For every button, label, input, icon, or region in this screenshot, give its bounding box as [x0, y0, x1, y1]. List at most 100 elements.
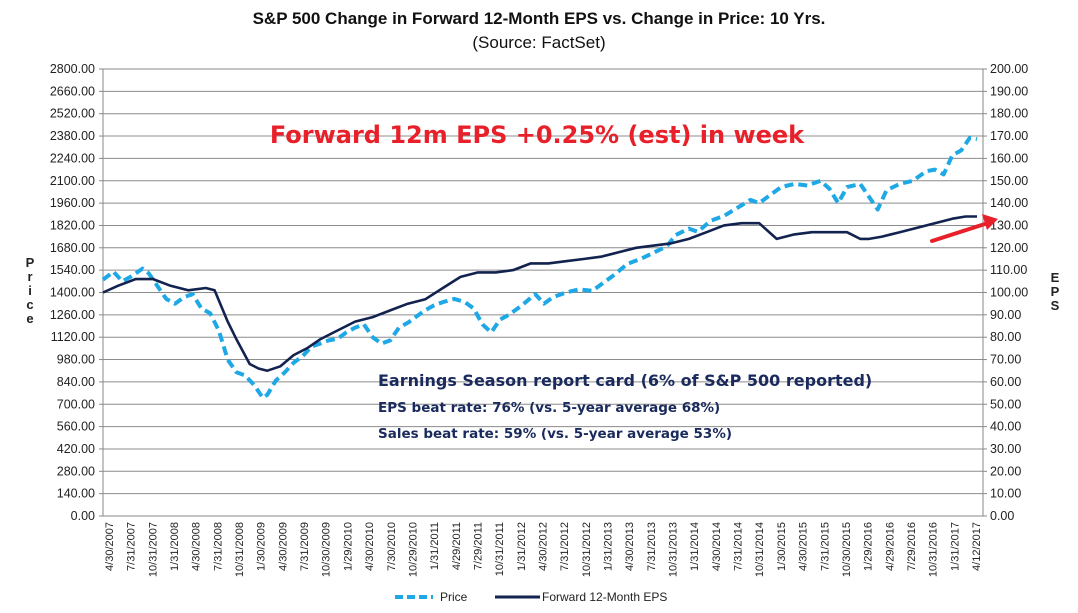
y-right-tick-label: 100.00 [990, 286, 1028, 300]
x-tick-label: 7/31/2015 [819, 522, 831, 571]
x-tick-label: 7/31/2009 [299, 522, 311, 571]
y-left-tick-label: 980.00 [57, 353, 95, 367]
x-tick-label: 10/31/2007 [147, 522, 159, 577]
y-left-tick-label: 140.00 [57, 487, 95, 501]
x-tick-label: 4/30/2014 [711, 522, 723, 571]
y-right-tick-label: 180.00 [990, 107, 1028, 121]
legend-eps-label: Forward 12-Month EPS [542, 590, 667, 604]
x-tick-label: 1/29/2016 [863, 522, 875, 571]
y-axis-right: 0.00 10.00 20.00 30.00 40.00 50.00 60.00 70.00 8… [983, 62, 1028, 523]
y-axis-right-letter: P [1051, 284, 1060, 299]
x-tick-label: 7/31/2007 [126, 522, 138, 571]
x-tick-label: 4/30/2015 [798, 522, 810, 571]
y-right-tick-label: 0.00 [990, 509, 1014, 523]
x-tick-label: 10/29/2010 [407, 522, 419, 577]
y-right-tick-label: 120.00 [990, 241, 1028, 255]
x-tick-label: 1/31/2014 [689, 522, 701, 571]
y-right-tick-label: 130.00 [990, 218, 1028, 232]
y-axis-left-letter: i [28, 283, 32, 298]
eps-series-line [102, 215, 977, 373]
sales-beat-rate: Sales beat rate: 59% (vs. 5-year average… [378, 426, 732, 442]
y-left-tick-label: 1120.00 [51, 330, 95, 344]
y-axis-left-letter: c [26, 297, 33, 312]
legend-price-label: Price [440, 590, 468, 604]
eps-beat-rate: EPS beat rate: 76% (vs. 5-year average 6… [378, 400, 720, 416]
arrow-head [982, 214, 998, 230]
x-tick-label: 4/29/2016 [884, 522, 896, 571]
y-left-tick-label: 2380.00 [50, 129, 95, 143]
y-right-tick-label: 200.00 [990, 62, 1028, 76]
x-tick-label: 1/31/2008 [169, 522, 181, 571]
x-tick-label: 10/31/2008 [234, 522, 246, 577]
y-right-tick-label: 80.00 [990, 330, 1021, 344]
x-tick-label: 10/31/2014 [754, 522, 766, 577]
y-axis-left-letter: r [27, 269, 32, 284]
y-right-tick-label: 190.00 [990, 84, 1028, 98]
y-right-tick-label: 160.00 [990, 151, 1028, 165]
x-tick-label: 1/31/2013 [603, 522, 615, 571]
x-tick-label: 7/31/2012 [559, 522, 571, 571]
y-right-tick-label: 10.00 [990, 487, 1021, 501]
chart-subtitle: (Source: FactSet) [472, 33, 605, 52]
y-left-tick-label: 2800.00 [50, 62, 95, 76]
y-right-tick-label: 20.00 [990, 464, 1021, 478]
red-arrow [930, 214, 998, 243]
y-axis-left-letter: e [26, 311, 33, 326]
x-tick-label: 4/30/2010 [364, 522, 376, 571]
y-left-tick-label: 840.00 [57, 375, 95, 389]
x-axis: 4/30/2007 7/31/2007 10/31/2007 1/31/2008 4/3… [104, 522, 983, 577]
y-left-tick-label: 2240.00 [50, 151, 95, 165]
y-axis-left-label: Price [26, 255, 35, 326]
y-axis-right-letter: E [1051, 270, 1060, 285]
x-tick-label: 4/30/2007 [104, 522, 116, 571]
y-right-tick-label: 30.00 [990, 442, 1021, 456]
y-left-tick-label: 1540.00 [50, 263, 95, 277]
arrow-shaft [930, 221, 990, 243]
x-tick-label: 7/31/2014 [733, 522, 745, 571]
y-axis-right-label: EPS [1051, 270, 1060, 313]
y-left-tick-label: 1960.00 [50, 196, 95, 210]
x-tick-label: 4/12/2017 [971, 522, 983, 571]
y-right-tick-label: 150.00 [990, 174, 1028, 188]
y-right-tick-label: 70.00 [990, 353, 1021, 367]
headline-annotation: Forward 12m EPS +0.25% (est) in week [270, 121, 805, 149]
y-right-tick-label: 40.00 [990, 420, 1021, 434]
y-left-tick-label: 280.00 [57, 464, 95, 478]
x-tick-label: 4/30/2013 [624, 522, 636, 571]
series-group [101, 135, 978, 400]
legend: Price Forward 12-Month EPS [395, 590, 667, 604]
x-tick-label: 1/31/2011 [429, 522, 441, 570]
y-left-tick-label: 2100.00 [50, 174, 95, 188]
x-tick-label: 10/31/2011 [494, 522, 506, 576]
x-tick-label: 10/31/2013 [668, 522, 680, 577]
y-right-tick-label: 50.00 [990, 397, 1021, 411]
x-tick-label: 1/30/2015 [776, 522, 788, 571]
y-left-tick-label: 2660.00 [50, 84, 95, 98]
y-axis-right-letter: S [1051, 298, 1060, 313]
y-axis-left-letter: P [26, 255, 35, 270]
y-left-tick-label: 1400.00 [50, 286, 95, 300]
y-right-tick-label: 110.00 [990, 263, 1027, 277]
y-right-tick-label: 170.00 [990, 129, 1028, 143]
price-series-line [101, 135, 978, 400]
chart-title: S&P 500 Change in Forward 12-Month EPS v… [253, 9, 826, 28]
y-axis-left: 0.00 140.00 280.00 420.00 560.00 700.00 840.00… [50, 62, 103, 523]
x-tick-label: 7/31/2013 [646, 522, 658, 571]
x-tick-label: 7/31/2008 [212, 522, 224, 571]
report-card-title: Earnings Season report card (6% of S&P 5… [378, 371, 872, 390]
y-left-tick-label: 2520.00 [50, 107, 95, 121]
x-tick-label: 10/31/2016 [928, 522, 940, 577]
y-left-tick-label: 0.00 [71, 509, 95, 523]
x-tick-label: 7/30/2010 [386, 522, 398, 571]
x-tick-label: 1/31/2012 [516, 522, 528, 571]
x-tick-label: 4/29/2011 [451, 522, 463, 570]
x-tick-label: 10/30/2009 [321, 522, 333, 577]
y-left-tick-label: 1680.00 [50, 241, 95, 255]
y-left-tick-label: 560.00 [57, 420, 95, 434]
y-left-tick-label: 1260.00 [50, 308, 95, 322]
x-tick-label: 7/29/2011 [472, 522, 484, 570]
x-tick-label: 1/29/2010 [342, 522, 354, 571]
y-left-tick-label: 420.00 [57, 442, 95, 456]
x-tick-label: 1/30/2009 [256, 522, 268, 571]
